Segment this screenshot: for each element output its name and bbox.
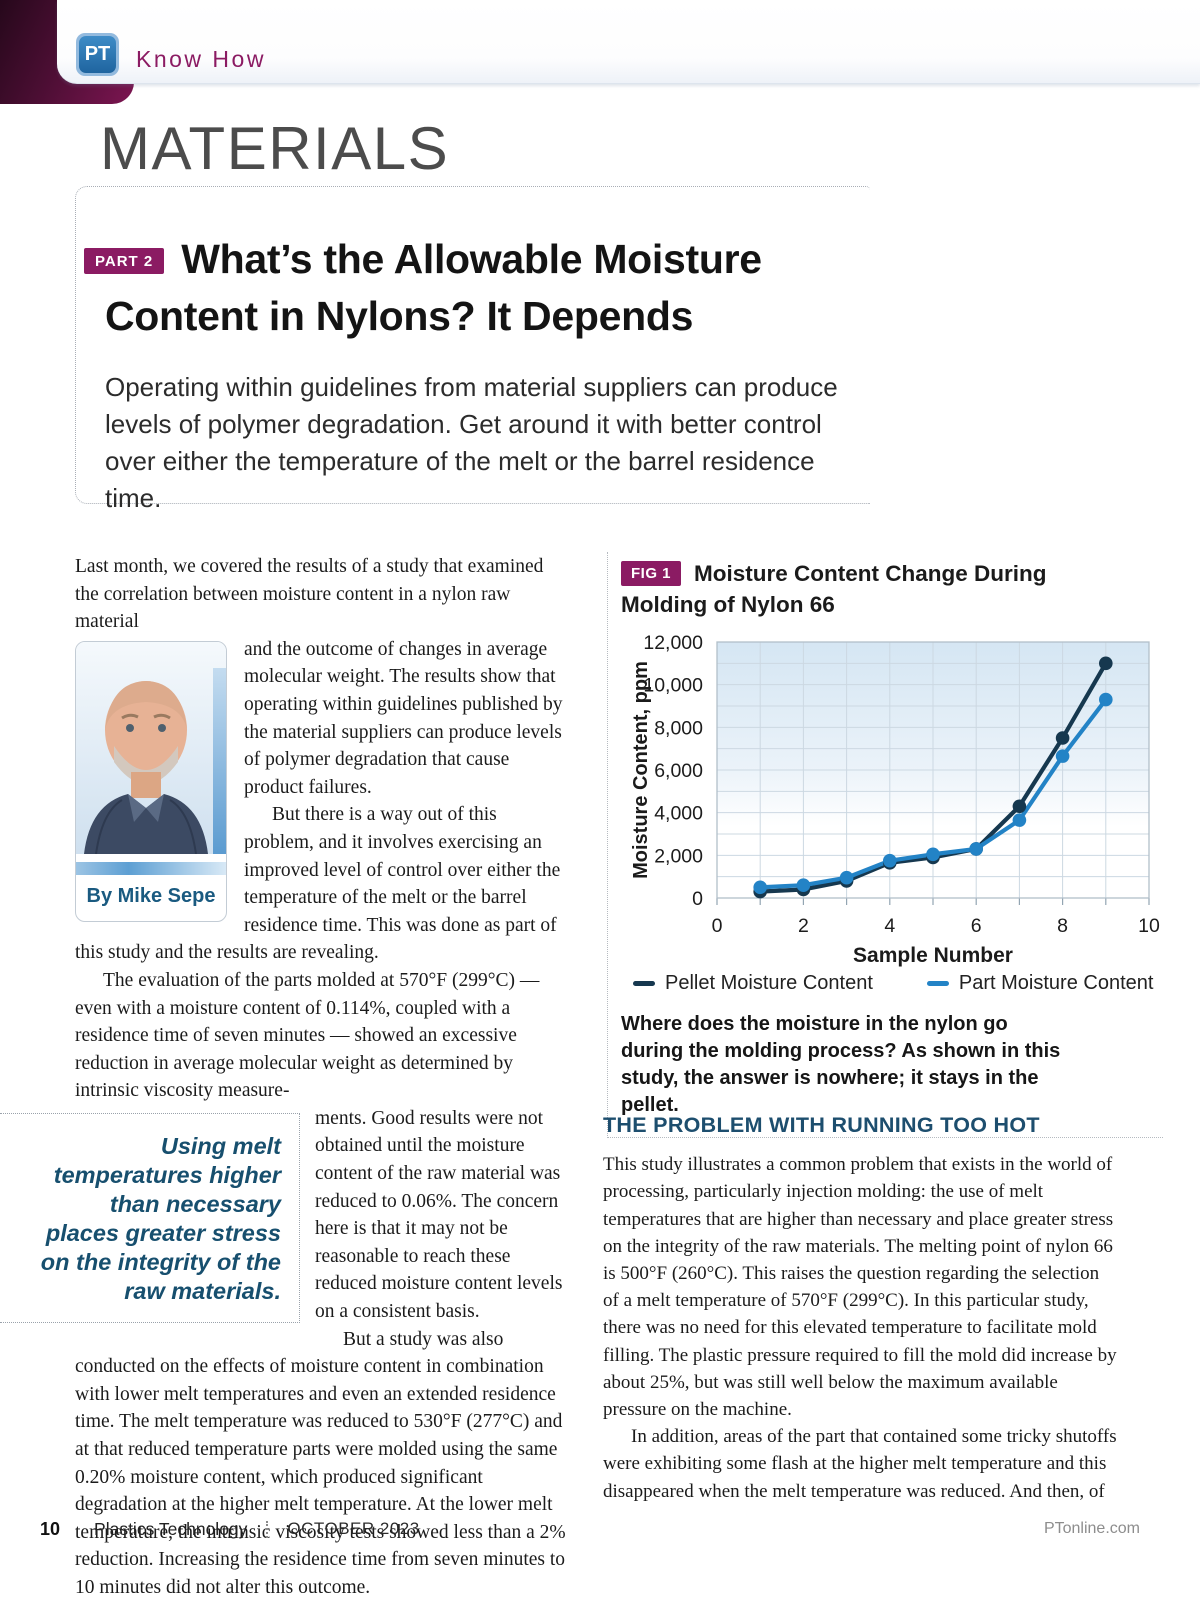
svg-text:10: 10: [1138, 915, 1160, 937]
paragraph: and the outcome of changes in average mo…: [244, 638, 563, 798]
website-link[interactable]: PTonline.com: [1043, 1520, 1140, 1537]
photo-accent-bar: [76, 862, 226, 876]
paragraph: This study illustrates a common problem …: [603, 1154, 1117, 1421]
part-series-dash-icon: [926, 981, 949, 986]
figure-badge: FIG 1: [621, 561, 682, 586]
legend-item-part: Part Moisture Content: [926, 972, 1154, 995]
svg-text:6,000: 6,000: [654, 760, 703, 782]
pellet-series-dash-icon: [633, 981, 655, 986]
author-byline: By Mike Sepe: [86, 885, 216, 908]
pt-logo-text: PT: [79, 36, 116, 73]
svg-text:8,000: 8,000: [654, 717, 703, 739]
svg-text:4,000: 4,000: [654, 803, 703, 825]
svg-text:8: 8: [1057, 915, 1068, 937]
svg-text:4: 4: [884, 915, 895, 937]
article-standfirst: Operating within guidelines from materia…: [105, 372, 838, 513]
svg-text:0: 0: [692, 888, 703, 910]
header-tab: [57, 0, 1200, 84]
author-photo: [76, 641, 226, 854]
department-kicker: MATERIALS: [100, 115, 450, 182]
paragraph: Last month, we covered the results of a …: [75, 556, 544, 633]
svg-text:2: 2: [798, 915, 809, 937]
svg-text:Sample Number: Sample Number: [853, 944, 1013, 967]
page-footer: 10 Plastics Technology OCTOBER 2023 PTon…: [40, 1516, 1140, 1542]
part-badge: PART 2: [84, 248, 165, 274]
footer-divider: [266, 1520, 269, 1538]
body-right-column: THE PROBLEM WITH RUNNING TOO HOT This st…: [603, 1112, 1119, 1505]
paragraph: But a study was also conducted on the ef…: [75, 1328, 566, 1598]
article-title-line2: Content in Nylons? It Depends: [105, 293, 694, 339]
moisture-chart-svg: 0 2,000 4,000 6,000 8,000 10,000 12,000 0 2 4 6 8 10…: [630, 632, 1160, 967]
figure-1: FIG 1 Moisture Content Change During Mold…: [607, 552, 1163, 1138]
pt-logo-icon: PT: [76, 33, 119, 76]
section-heading: THE PROBLEM WITH RUNNING TOO HOT: [603, 1113, 1040, 1137]
paragraph: The evaluation of the parts molded at 57…: [75, 969, 540, 1102]
figure-caption: Where does the moisture in the nylon go …: [621, 1013, 1061, 1116]
paragraph: ments. Good results were not obtained un…: [315, 1107, 563, 1323]
svg-text:2,000: 2,000: [654, 845, 703, 867]
pull-quote: Using melt temperatures higher than nece…: [0, 1112, 300, 1323]
svg-text:12,000: 12,000: [643, 632, 703, 654]
paragraph: In addition, areas of the part that cont…: [603, 1426, 1117, 1502]
svg-text:10,000: 10,000: [643, 675, 703, 697]
chart-legend: Pellet Moisture Content Part Moisture Co…: [633, 972, 1163, 995]
legend-label: Part Moisture Content: [958, 972, 1154, 994]
author-photo-block: By Mike Sepe: [75, 640, 227, 922]
body-left-column: Last month, we covered the results of a …: [0, 553, 567, 1600]
figure-title-line2: Molding of Nylon 66: [621, 592, 835, 617]
figure-title-line1: Moisture Content Change During: [694, 561, 1047, 586]
page-number: 10: [40, 1518, 61, 1539]
section-label: Know How: [136, 46, 266, 72]
article-title-line1: What’s the Allowable Moisture: [181, 236, 762, 282]
svg-text:6: 6: [971, 915, 982, 937]
magazine-name: Plastics Technology: [94, 1518, 248, 1539]
svg-text:0: 0: [712, 915, 723, 937]
issue-date: OCTOBER 2023: [287, 1519, 420, 1538]
svg-text:Moisture Content, ppm: Moisture Content, ppm: [630, 661, 652, 879]
legend-item-pellet: Pellet Moisture Content: [633, 972, 873, 995]
legend-label: Pellet Moisture Content: [665, 972, 873, 994]
paragraph: But there is a way out of this problem, …: [75, 804, 561, 964]
title-block: PART 2 What’s the Allowable Moisture Cont…: [75, 186, 870, 513]
